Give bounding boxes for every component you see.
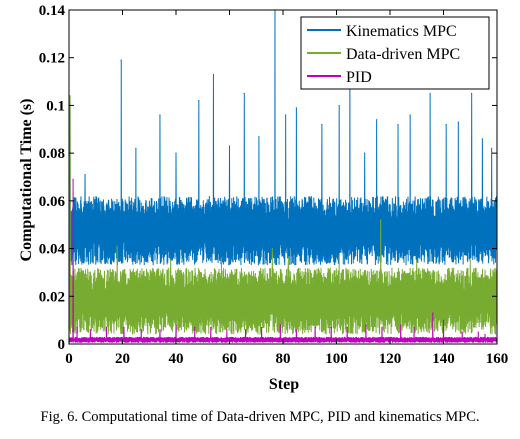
data-point-kinematics-mpc-14 (321, 123, 323, 126)
data-point-pid-12 (261, 326, 263, 328)
data-point-data-driven-mpc-8 (416, 259, 418, 262)
series-line-kinematics-mpc (68, 9, 498, 266)
x-tick-label: 100 (325, 351, 348, 367)
data-point-data-driven-mpc-4 (271, 247, 273, 250)
data-point-data-driven-mpc-3 (220, 257, 223, 259)
data-point-kinematics-mpc-7 (212, 73, 215, 76)
chart: 0 20 40 60 80 100 120 140 160 0 0.02 0.04 0.06 0.08 0.… (18, 3, 509, 393)
x-tick-label: 120 (379, 351, 402, 367)
data-point-data-driven-mpc-7 (380, 219, 382, 221)
data-point-pid-6 (159, 329, 161, 331)
data-point-kinematics-mpc-20 (409, 114, 411, 116)
y-tick-label: 0.02 (39, 289, 65, 305)
legend-label: PID (346, 69, 372, 86)
data-point-pid-9 (210, 326, 212, 328)
data-point-kinematics-mpc-23 (457, 121, 459, 123)
data-point-kinematics-mpc-19 (397, 123, 399, 126)
data-point-data-driven-mpc-6 (338, 255, 340, 257)
data-point-pid-5 (140, 329, 142, 331)
y-tick-label: 0.12 (39, 51, 65, 67)
data-point-pid-23 (442, 319, 445, 321)
x-tick-label: 140 (432, 351, 455, 367)
data-point-pid-13 (279, 324, 281, 326)
data-point-kinematics-mpc-17 (363, 152, 366, 154)
ticks-layer: 0 20 40 60 80 100 120 140 160 0 0.02 0.04 0.06 0.08 0.… (39, 3, 509, 367)
x-tick-label: 40 (169, 351, 184, 367)
data-point-pid-2 (89, 329, 91, 331)
y-axis-title: Computational Time (s) (18, 99, 35, 262)
y-tick-label: 0.06 (39, 194, 66, 210)
x-tick-label: 20 (115, 351, 130, 367)
data-point-pid-11 (244, 329, 247, 331)
legend-label: Data-driven MPC (346, 46, 460, 63)
y-tick-label: 0.14 (39, 3, 66, 19)
data-point-pid-20 (400, 324, 402, 326)
x-tick-label: 80 (276, 351, 291, 367)
data-point-kinematics-mpc-10 (258, 135, 260, 138)
data-point-pid-1 (76, 326, 78, 328)
x-tick-label: 160 (486, 351, 509, 367)
data-point-kinematics-mpc-18 (376, 119, 378, 121)
data-point-kinematics-mpc-3 (135, 147, 137, 149)
data-point-pid-15 (314, 326, 316, 328)
data-point-pid-4 (123, 326, 125, 328)
data-point-pid-16 (330, 326, 332, 328)
x-tick-label: 60 (222, 351, 237, 367)
x-axis-title: Step (269, 376, 299, 393)
y-tick-label: 0.08 (39, 146, 65, 162)
y-tick-label: 0 (58, 337, 66, 353)
data-point-data-driven-mpc-1 (116, 245, 118, 247)
data-point-data-driven-mpc-0 (69, 95, 71, 97)
data-point-kinematics-mpc-21 (429, 92, 431, 95)
data-point-data-driven-mpc-2 (170, 259, 172, 262)
data-point-kinematics-mpc-6 (198, 100, 200, 102)
legend: Kinematics MPC Data-driven MPC PID (300, 16, 490, 90)
data-point-pid-17 (346, 326, 348, 328)
data-point-kinematics-mpc-22 (445, 123, 447, 126)
data-point-kinematics-mpc-9 (243, 92, 245, 95)
y-tick-label: 0.1 (46, 98, 65, 114)
x-tick-label: 0 (65, 351, 73, 367)
data-point-kinematics-mpc-26 (491, 147, 493, 149)
data-point-pid-26 (484, 333, 486, 336)
data-point-kinematics-mpc-8 (228, 145, 231, 147)
data-point-data-driven-mpc-5 (287, 257, 289, 259)
data-point-pid-19 (381, 326, 383, 328)
data-point-pid-25 (477, 331, 479, 333)
data-point-pid-10 (226, 329, 228, 331)
y-tick-label: 0.04 (39, 242, 66, 258)
data-point-kinematics-mpc-2 (120, 59, 122, 61)
data-point-data-driven-mpc-9 (469, 259, 471, 262)
data-point-pid-22 (432, 312, 434, 314)
data-point-pid-24 (461, 331, 463, 333)
data-point-pid-8 (194, 326, 196, 328)
data-point-pid-14 (295, 329, 297, 331)
data-point-pid-0 (72, 178, 74, 180)
data-point-kinematics-mpc-25 (481, 138, 483, 140)
data-point-kinematics-mpc-15 (338, 104, 340, 107)
data-point-pid-3 (105, 326, 108, 328)
data-point-kinematics-mpc-12 (285, 114, 287, 116)
data-point-kinematics-mpc-13 (295, 107, 297, 109)
data-point-kinematics-mpc-5 (175, 152, 177, 154)
data-point-kinematics-mpc-24 (470, 92, 473, 95)
data-point-pid-18 (365, 324, 367, 326)
data-point-kinematics-mpc-1 (84, 174, 86, 176)
series-line-data-driven-mpc (68, 95, 498, 335)
data-point-pid-7 (175, 324, 177, 326)
legend-label: Kinematics MPC (346, 23, 457, 40)
data-point-pid-21 (413, 326, 415, 328)
figure-caption: Fig. 6. Computational time of Data-drive… (40, 409, 480, 425)
data-point-kinematics-mpc-4 (159, 114, 161, 116)
